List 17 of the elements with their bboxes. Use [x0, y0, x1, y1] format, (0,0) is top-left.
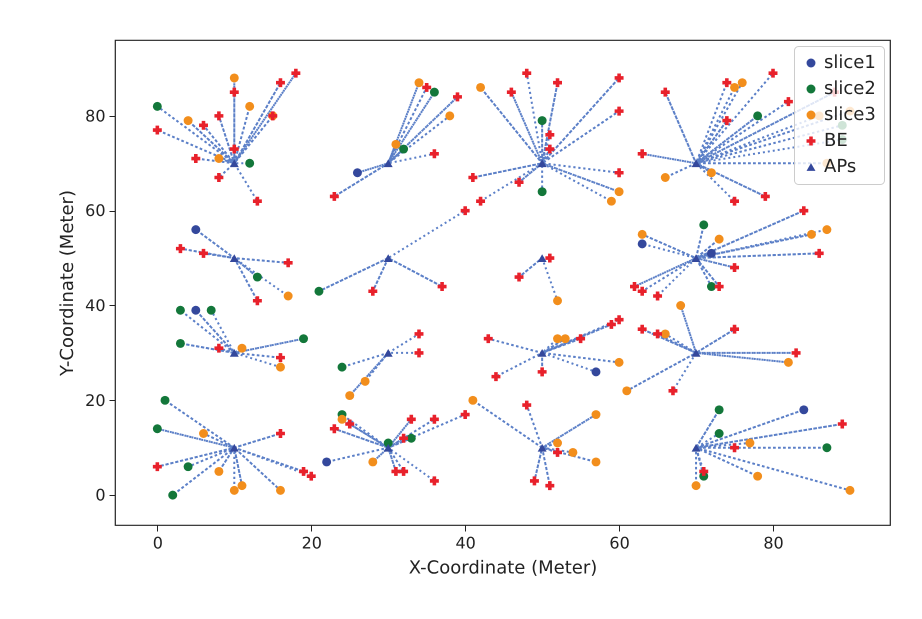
y-tick-label: 20 — [85, 390, 106, 410]
y-axis-title: Y-Coordinate (Meter) — [57, 190, 78, 377]
x-axis-title: X-Coordinate (Meter) — [408, 558, 598, 578]
x-tick-label: 80 — [763, 534, 784, 552]
x-tick-label: 0 — [152, 534, 163, 552]
x-tick-label: 20 — [302, 534, 322, 552]
legend-label: slice1 — [824, 52, 876, 73]
legend-label: BE — [824, 130, 848, 151]
y-tick-label: 80 — [85, 106, 106, 126]
x-tick-label: 60 — [609, 534, 630, 552]
legend-label: APs — [824, 156, 856, 177]
y-tick-label: 60 — [85, 201, 106, 220]
x-tick-label: 40 — [455, 534, 476, 552]
y-tick-label: 40 — [85, 296, 106, 315]
y-tick-label: 0 — [95, 486, 106, 505]
legend-label: slice3 — [824, 104, 876, 125]
legend-label: slice2 — [824, 78, 876, 99]
